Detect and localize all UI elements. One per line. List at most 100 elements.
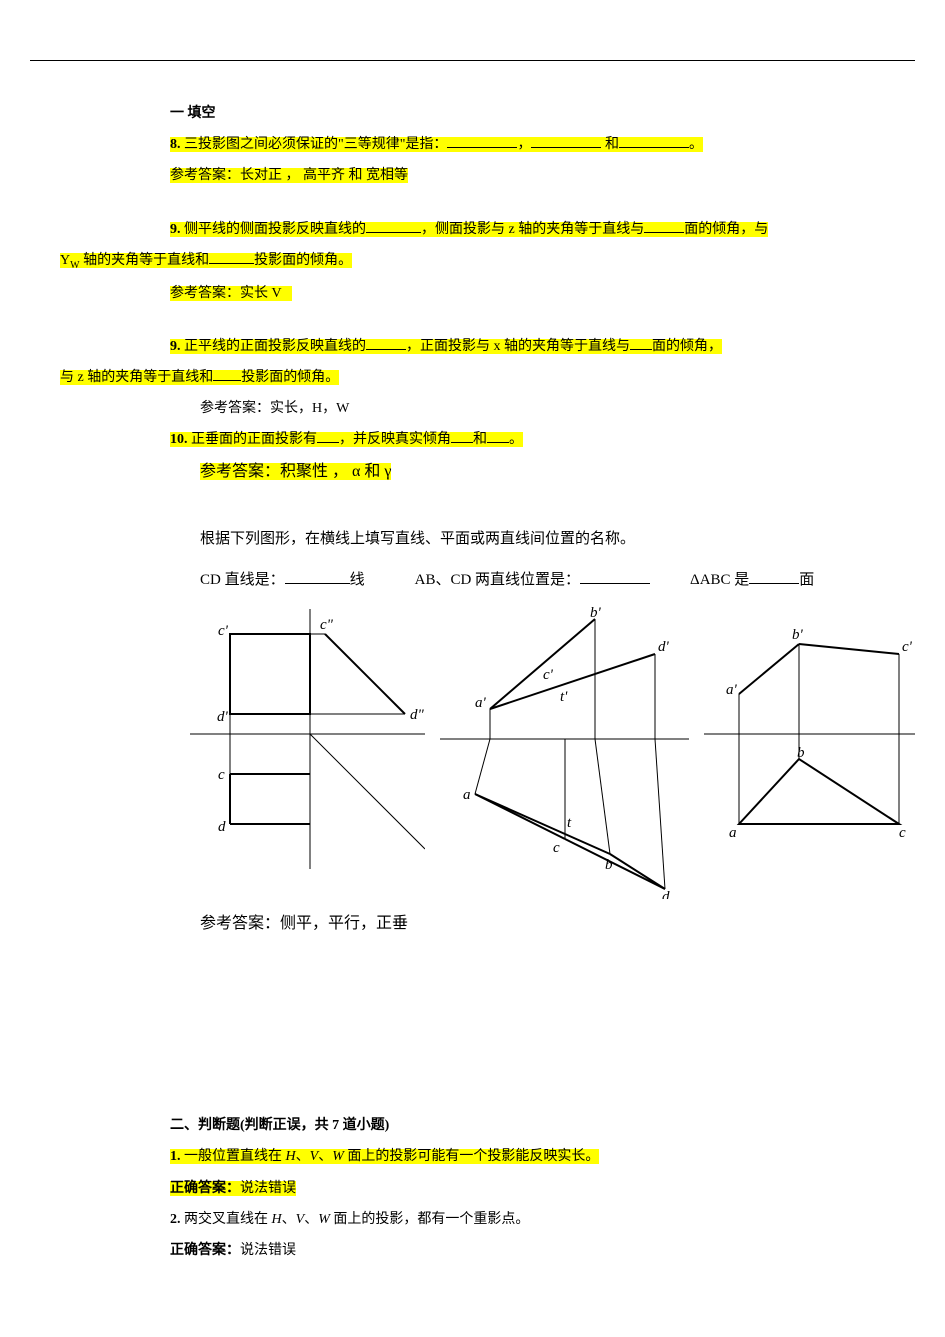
- q9b-t5: 投影面的倾角。: [241, 370, 339, 385]
- sep: 、: [282, 1212, 296, 1227]
- q9a-prefix: 9.: [170, 222, 181, 237]
- section1-title: 一 填空: [30, 101, 915, 126]
- blank: [531, 134, 601, 148]
- j2-H: H: [272, 1212, 282, 1227]
- q9b-t1: 正平线的正面投影反映直线的: [184, 339, 366, 354]
- q9a-t3: 面的倾角，与: [684, 222, 768, 237]
- ans-text: 实长 V: [240, 286, 282, 301]
- ans-text: 侧平，平行，正垂: [280, 915, 408, 932]
- blank: [487, 429, 509, 443]
- blank: [630, 336, 652, 350]
- fig-ans: 参考答案：侧平，平行，正垂: [30, 909, 915, 933]
- lbl-d-prime: d': [217, 709, 229, 725]
- fig-q2-a: AB、CD 两直线位置是：: [415, 572, 580, 588]
- lbl-d: d: [218, 819, 226, 835]
- section2-title: 二、判断题(判断正误，共 7 道小题): [170, 1113, 915, 1138]
- fig-q1-b: 线: [350, 572, 365, 588]
- j1-W: W: [332, 1149, 344, 1164]
- blank: [447, 134, 517, 148]
- q9b-t2: ，正面投影与 x 轴的夹角等于直线与: [406, 339, 630, 354]
- j2-t1: 两交叉直线在: [184, 1212, 272, 1227]
- lbl-c3: c: [899, 825, 906, 841]
- lbl-a2: a: [463, 787, 471, 803]
- j2-W: W: [318, 1212, 330, 1227]
- sep: 、: [304, 1212, 318, 1227]
- j2-prefix: 2.: [170, 1212, 181, 1227]
- ans-text: 长对正 ， 高平齐 和 宽相等: [240, 168, 408, 183]
- lbl-b-prime3: b': [792, 627, 804, 643]
- j1-prefix: 1.: [170, 1149, 181, 1164]
- q9b-t3: 面的倾角，: [652, 339, 722, 354]
- blank: [749, 569, 799, 584]
- q9a-ans: 参考答案：实长 V: [30, 281, 915, 306]
- j2-ans: 正确答案：说法错误: [170, 1238, 915, 1263]
- fig-intro: 根据下列图形，在横线上填写直线、平面或两直线间位置的名称。: [30, 527, 915, 548]
- q8-period: 。: [689, 137, 703, 152]
- ans-label: 正确答案：: [170, 1181, 240, 1196]
- j1-ans: 正确答案：说法错误: [170, 1176, 915, 1201]
- lbl-c: c: [218, 767, 225, 783]
- q8-and: 和: [605, 137, 619, 152]
- lbl-t-prime: t': [560, 689, 568, 705]
- blank: [619, 134, 689, 148]
- j2-text: 2. 两交叉直线在 H、V、W 面上的投影，都有一个重影点。: [170, 1207, 915, 1232]
- q8-t1: 三投影图之间必须保证的"三等规律"是指：: [184, 137, 447, 152]
- q9a-line2: YW 轴的夹角等于直线和投影面的倾角。: [30, 248, 915, 275]
- fig-q3-a: ΔABC 是: [690, 572, 749, 588]
- j2-t2: 面上的投影，都有一个重影点。: [330, 1212, 530, 1227]
- lbl-d-prime2: d': [658, 639, 670, 655]
- j1-V: V: [310, 1149, 319, 1164]
- q8-ans: 参考答案：长对正 ， 高平齐 和 宽相等: [30, 163, 915, 188]
- fig-q3-b: 面: [799, 572, 814, 588]
- lbl-c-pp: c": [320, 617, 334, 633]
- blank: [213, 367, 241, 381]
- yw-y: Y: [60, 253, 70, 268]
- blank: [209, 250, 254, 264]
- fig-q3: ΔABC 是 面: [690, 568, 814, 589]
- ans-label: 参考答案：: [170, 168, 240, 183]
- ans-label: 参考答案：: [200, 401, 270, 416]
- lbl-a-prime3: a': [726, 682, 738, 698]
- q9b-t4: 与 z 轴的夹角等于直线和: [60, 370, 213, 385]
- q9a-t4: 轴的夹角等于直线和: [83, 253, 209, 268]
- ans-text: 说法错误: [240, 1243, 296, 1258]
- ans-label: 正确答案：: [170, 1243, 240, 1258]
- q9a-t2: ，侧面投影与 z 轴的夹角等于直线与: [421, 222, 644, 237]
- fig-q1: CD 直线是： 线: [200, 568, 365, 589]
- sep: 、: [296, 1149, 310, 1164]
- q9b-line1: 9. 正平线的正面投影反映直线的，正面投影与 x 轴的夹角等于直线与面的倾角，: [30, 334, 915, 359]
- j1-H: H: [286, 1149, 296, 1164]
- j1-text: 1. 一般位置直线在 H、V、W 面上的投影可能有一个投影能反映实长。: [170, 1144, 915, 1169]
- figure-2: a' b' d' t' c' a c t b d: [435, 599, 689, 899]
- ans-text: 说法错误: [240, 1181, 296, 1196]
- lbl-a3: a: [729, 825, 737, 841]
- lbl-t: t: [567, 815, 572, 831]
- ans-label: 参考答案：: [200, 463, 280, 480]
- q10-t2: ，并反映真实倾角: [339, 432, 451, 447]
- q8-sep: ，: [517, 137, 531, 152]
- lbl-a-prime: a': [475, 695, 487, 711]
- blank: [285, 569, 350, 584]
- q10-t4: 。: [509, 432, 523, 447]
- q10-ans: 参考答案：积聚性 ， α 和 γ: [30, 458, 915, 487]
- lbl-c-prime2: c': [543, 667, 554, 683]
- q10-t3: 和: [473, 432, 487, 447]
- fig-q1-a: CD 直线是：: [200, 572, 285, 588]
- figure-1: c' c" d' d" c d: [180, 599, 425, 879]
- fig-row: c' c" d' d" c d: [30, 599, 915, 899]
- q9a-line1: 9. 侧平线的侧面投影反映直线的 ，侧面投影与 z 轴的夹角等于直线与 面的倾角，与: [30, 217, 915, 242]
- q9a-t1: 侧平线的侧面投影反映直线的: [184, 222, 366, 237]
- lbl-b2: b: [605, 857, 613, 873]
- ans-text: 实长，H，W: [270, 401, 349, 416]
- j1-t1: 一般位置直线在: [184, 1149, 286, 1164]
- lbl-b3: b: [797, 745, 805, 761]
- ans-label: 参考答案：: [200, 915, 280, 932]
- figure-3: a' b' c' b a c: [699, 599, 915, 859]
- sep: 、: [318, 1149, 332, 1164]
- ans-label: 参考答案：: [170, 286, 240, 301]
- ans-text: 积聚性 ， α 和 γ: [280, 463, 391, 480]
- j1-t2: 面上的投影可能有一个投影能反映实长。: [344, 1149, 600, 1164]
- blank: [580, 569, 650, 584]
- q10-prefix: 10.: [170, 432, 188, 447]
- q10-t1: 正垂面的正面投影有: [191, 432, 317, 447]
